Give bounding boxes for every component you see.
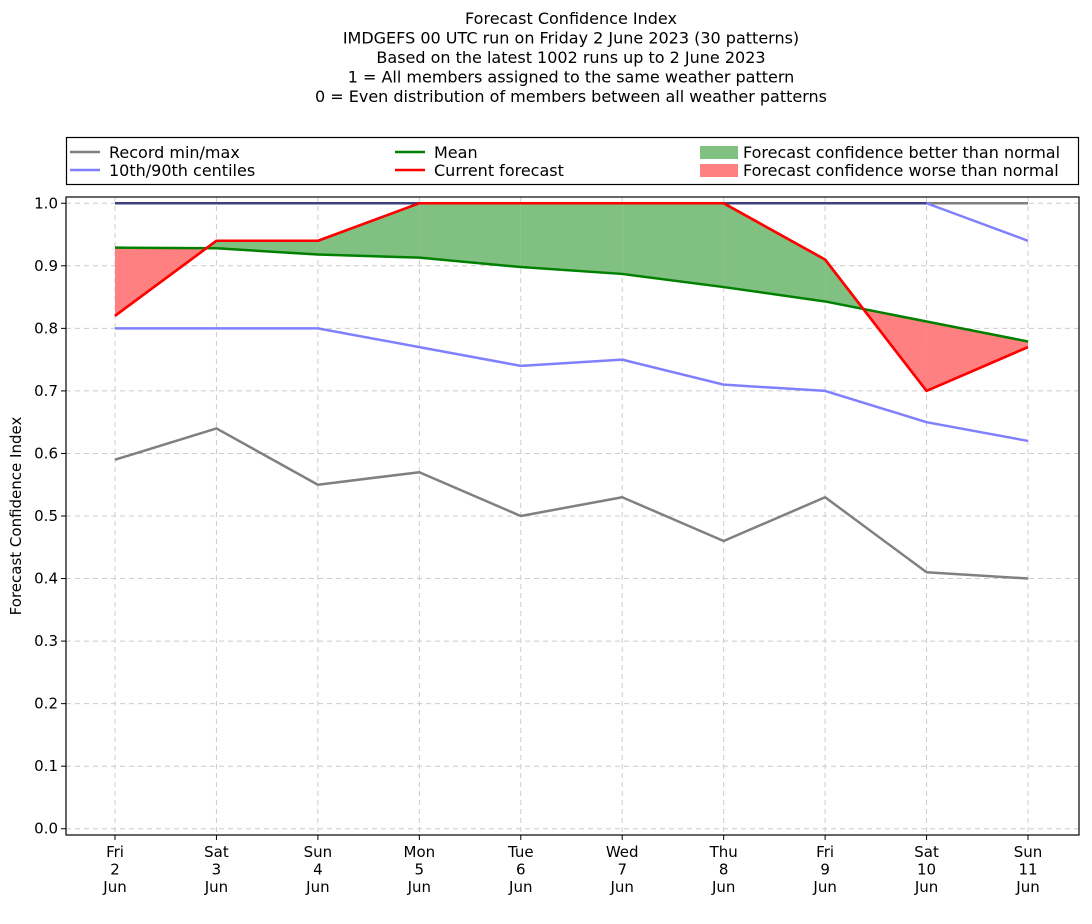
series-line-record-min [114,427,1029,580]
y-axis-label: Forecast Confidence Index [7,417,25,616]
series-line-current-forecast-top [114,202,1029,393]
x-tick-label: Tue [507,843,534,861]
y-tick-label: 0.9 [34,257,58,275]
x-tick-label: Sun [1014,843,1043,861]
y-tick-label: 0.2 [34,695,58,713]
fill-better-segment [216,240,318,255]
fill-better-segment [622,203,724,288]
x-tick-label: 9 [820,861,830,879]
fill-better-segment [723,203,826,302]
x-tick-label: 10 [917,861,936,879]
legend-label: Mean [434,143,478,162]
x-tick-label: 7 [617,861,627,879]
legend-label: Record min/max [109,143,240,162]
chart-title-line: IMDGEFS 00 UTC run on Friday 2 June 2023… [343,29,799,48]
x-tick-label: Jun [508,878,532,896]
x-tick-label: Mon [404,843,436,861]
chart-legend: Record min/max Mean Forecast confidence be… [65,136,1080,186]
legend-patch-forecast-confidence-worse-than-normal [700,164,738,177]
y-tick-label: 1.0 [34,194,58,212]
y-tick-label: 0.8 [34,319,58,337]
x-tick-label: Jun [711,878,735,896]
legend-label: Current forecast [434,161,564,180]
series-line-10th-centile [115,327,1029,443]
x-tick-label: Jun [610,878,634,896]
y-tick-label: 0.5 [34,507,58,525]
chart-title-line: Based on the latest 1002 runs up to 2 Ju… [376,48,765,67]
x-tick-label: 5 [415,861,425,879]
x-tick-label: Fri [816,843,834,861]
y-tick-label: 0.7 [34,382,58,400]
fill-worse-segment [926,321,1028,391]
y-tick-label: 0.0 [34,820,58,838]
x-tick-label: 4 [313,861,323,879]
x-tick-label: Sat [914,843,939,861]
fill-better-segment [520,203,623,274]
series-line-mean [114,246,1029,343]
x-tick-label: Jun [102,878,126,896]
x-tick-label: Jun [204,878,228,896]
x-tick-label: Jun [407,878,431,896]
x-tick-label: Thu [709,843,738,861]
chart-title-line: Forecast Confidence Index [465,9,677,28]
series-lines [114,202,1029,580]
x-tick-label: 3 [212,861,222,879]
x-tick-label: 11 [1018,861,1037,879]
y-tick-label: 0.6 [34,444,58,462]
x-tick-label: 6 [516,861,526,879]
legend-label: Forecast confidence better than normal [743,143,1060,162]
legend-frame [65,136,1080,186]
x-tick-label: Jun [305,878,329,896]
y-tick-label: 0.1 [34,757,58,775]
chart-title-line: 1 = All members assigned to the same wea… [348,68,795,87]
fill-better-segment [419,203,521,268]
fill-better-segment [317,203,420,258]
x-tick-label: Sat [204,843,229,861]
x-tick-label: Fri [106,843,124,861]
x-tick-label: Jun [1015,878,1039,896]
x-tick-label: Jun [914,878,938,896]
x-tick-label: 2 [110,861,120,879]
plot-area: 0.00.10.20.30.40.50.60.70.80.91.0Fri2Jun… [7,194,1080,896]
y-tick-label: 0.3 [34,632,58,650]
legend-label: 10th/90th centiles [109,161,255,180]
x-tick-label: Sun [304,843,333,861]
legend-label: Forecast confidence worse than normal [743,161,1059,180]
chart-title-line: 0 = Even distribution of members between… [315,87,827,106]
x-tick-label: Jun [812,878,836,896]
x-tick-label: Wed [606,843,639,861]
legend-patch-forecast-confidence-better-than-normal [700,146,738,159]
x-tick-label: 8 [719,861,729,879]
y-tick-label: 0.4 [34,570,58,588]
